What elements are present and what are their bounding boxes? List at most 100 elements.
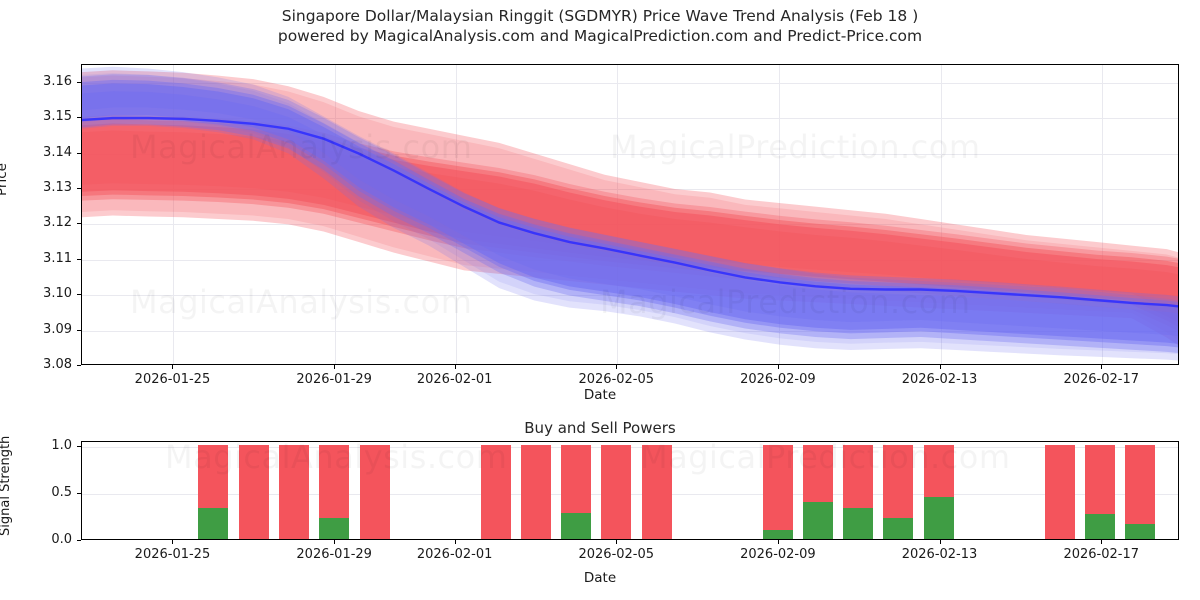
signal-bar	[359, 444, 390, 539]
gridline-vertical	[778, 65, 780, 364]
sell-power-segment	[883, 444, 914, 519]
signal-bar	[601, 444, 632, 539]
bar-x-tick-label: 2026-02-17	[1063, 547, 1140, 562]
price-x-tick-label: 2026-02-09	[740, 372, 816, 387]
signal-bar	[1044, 444, 1075, 539]
bar-x-tick-label: 2026-02-01	[416, 547, 493, 562]
bar-x-tick-mark	[334, 540, 336, 544]
signal-bar	[520, 444, 551, 539]
gridline-vertical	[1102, 65, 1104, 364]
price-x-tick-mark	[616, 365, 618, 369]
bar-x-tick-mark	[777, 540, 779, 544]
price-y-tick-mark	[77, 81, 81, 83]
price-y-tick-label: 3.16	[43, 73, 72, 89]
buy-power-segment	[561, 512, 592, 539]
bar-y-tick-mark	[77, 540, 81, 541]
bar-x-tick-mark	[172, 540, 174, 544]
price-y-tick-mark	[77, 152, 81, 154]
price-x-tick-label: 2026-01-25	[134, 372, 211, 387]
sell-power-segment	[359, 444, 390, 539]
price-y-tick-label: 3.13	[43, 179, 72, 195]
signal-bar	[762, 444, 793, 539]
price-x-tick-mark	[777, 365, 779, 369]
price-y-tick-label: 3.15	[43, 109, 72, 125]
bar-y-axis-label: Signal Strength	[0, 435, 13, 536]
gridline-horizontal	[82, 153, 1178, 155]
sell-power-segment	[480, 444, 511, 539]
price-y-tick-label: 3.11	[43, 250, 72, 266]
price-x-tick-mark	[939, 365, 941, 369]
gridline-vertical	[940, 65, 942, 364]
buy-power-segment	[1084, 513, 1115, 539]
price-x-tick-mark	[334, 365, 336, 369]
bar-y-tick-mark	[77, 492, 81, 494]
sell-power-segment	[198, 444, 229, 508]
bar-y-tick-mark	[77, 445, 81, 447]
sell-power-segment	[1044, 444, 1075, 539]
signal-bar	[238, 444, 269, 539]
signal-bar	[480, 444, 511, 539]
sell-power-segment	[843, 444, 874, 508]
gridline-horizontal	[82, 295, 1178, 297]
buy-band-core	[82, 83, 1178, 344]
bar-x-tick-label: 2026-02-13	[901, 547, 978, 562]
sell-power-segment	[762, 444, 793, 530]
signal-bar	[1125, 444, 1156, 539]
price-y-tick-mark	[77, 329, 81, 331]
price-x-tick-mark	[172, 365, 174, 369]
price-x-tick-label: 2026-02-13	[901, 372, 978, 387]
price-x-tick-label: 2026-01-29	[296, 372, 372, 387]
bar-x-tick-label: 2026-02-09	[740, 547, 816, 562]
sell-power-segment	[1084, 444, 1115, 514]
buy-band-outer-2	[82, 73, 1178, 355]
buy-power-segment	[923, 496, 954, 539]
bar-chart-plot-area	[81, 441, 1179, 540]
sell-power-segment	[802, 444, 833, 503]
signal-bar	[641, 444, 672, 539]
price-wave-bands	[82, 66, 1178, 361]
price-x-tick-label: 2026-02-05	[578, 372, 655, 387]
price-y-tick-mark	[77, 187, 81, 189]
sell-power-segment	[923, 444, 954, 497]
page-subtitle: powered by MagicalAnalysis.com and Magic…	[277, 27, 923, 45]
price-y-tick-label: 3.09	[43, 321, 72, 337]
sell-power-segment	[520, 444, 551, 539]
price-y-tick-mark	[77, 117, 81, 119]
bar-x-axis-label: Date	[583, 570, 617, 586]
price-x-tick-label: 2026-02-17	[1063, 372, 1140, 387]
price-y-tick-label: 3.08	[43, 357, 72, 372]
price-y-tick-mark	[77, 258, 81, 260]
chart-title-block: Singapore Dollar/Malaysian Ringgit (SGDM…	[0, 6, 1200, 46]
buy-band-core-2	[82, 91, 1178, 354]
bar-y-tick-label: 0.0	[51, 532, 72, 547]
buy-power-segment	[762, 529, 793, 539]
price-chart-plot-area	[81, 64, 1179, 365]
signal-bar	[843, 444, 874, 539]
sell-power-segment	[641, 444, 672, 539]
sell-power-segment	[561, 444, 592, 513]
signal-bar	[1084, 444, 1115, 539]
buy-power-segment	[319, 518, 350, 539]
price-y-tick-mark	[77, 294, 81, 296]
bar-x-tick-label: 2026-01-25	[134, 547, 211, 562]
gridline-vertical	[335, 65, 337, 364]
price-x-tick-mark	[454, 365, 456, 369]
buy-power-segment	[802, 502, 833, 539]
signal-bar	[883, 444, 914, 539]
price-x-tick-label: 2026-02-01	[416, 372, 493, 387]
buy-power-segment	[883, 518, 914, 539]
buy-power-segment	[843, 507, 874, 539]
sell-power-segment	[238, 444, 269, 539]
price-y-axis-label: Price	[0, 163, 10, 196]
page-title: Singapore Dollar/Malaysian Ringgit (SGDM…	[281, 7, 919, 25]
price-x-axis-label: Date	[583, 387, 617, 403]
sell-power-segment	[279, 444, 310, 539]
price-y-tick-label: 3.12	[43, 215, 72, 231]
bar-x-tick-label: 2026-01-29	[296, 547, 372, 562]
signal-bar	[802, 444, 833, 539]
price-y-tick-label: 3.14	[43, 144, 72, 160]
bar-y-tick-label: 0.5	[51, 484, 72, 500]
signal-bar	[279, 444, 310, 539]
gridline-horizontal	[82, 330, 1178, 332]
